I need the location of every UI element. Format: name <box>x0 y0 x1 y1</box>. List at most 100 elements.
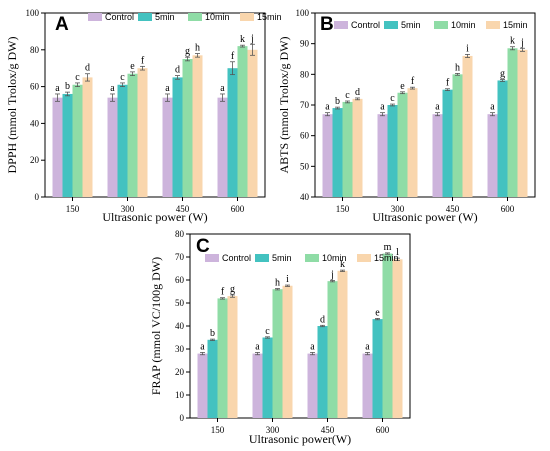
bar-15min <box>82 77 93 197</box>
legend-label: 5min <box>272 253 292 263</box>
bar-control <box>322 114 333 197</box>
y-tick-label: 0 <box>180 413 185 423</box>
significance-letter: g <box>230 284 235 295</box>
significance-letter: a <box>55 83 60 94</box>
y-tick-label: 90 <box>300 39 310 49</box>
significance-letter: b <box>335 96 340 107</box>
legend-label: 10min <box>205 12 230 22</box>
bar-control <box>307 353 318 418</box>
significance-letter: b <box>65 81 70 92</box>
bar-10min <box>272 289 283 418</box>
bar-15min <box>392 259 403 418</box>
y-tick-label: 50 <box>175 298 185 308</box>
bar-15min <box>462 55 473 197</box>
y-tick-label: 40 <box>300 192 310 202</box>
y-tick-label: 30 <box>175 344 185 354</box>
significance-letter: g <box>500 69 505 80</box>
bar-control <box>487 114 498 197</box>
x-tick-label: 600 <box>501 204 515 214</box>
legend-swatch <box>434 21 448 29</box>
y-tick-label: 100 <box>26 8 40 18</box>
legend-swatch <box>88 13 102 21</box>
y-tick-label: 20 <box>175 367 185 377</box>
significance-letter: k <box>510 36 515 47</box>
bar-control <box>162 97 173 197</box>
bar-control <box>377 114 388 197</box>
bar-15min <box>247 49 258 197</box>
significance-letter: g <box>185 46 190 57</box>
bar-10min <box>382 253 393 418</box>
bar-15min <box>227 296 238 418</box>
significance-letter: c <box>265 326 270 337</box>
x-axis-title: Ultrasonic power (W) <box>372 210 477 224</box>
legend-label: 10min <box>322 253 347 263</box>
x-tick-label: 600 <box>376 425 390 435</box>
significance-letter: f <box>141 55 145 66</box>
significance-letter: h <box>195 42 200 53</box>
significance-letter: f <box>446 78 450 89</box>
legend-label: 5min <box>401 20 421 30</box>
bar-control <box>432 114 443 197</box>
significance-letter: c <box>120 72 125 83</box>
significance-letter: b <box>210 328 215 339</box>
legend-swatch <box>240 13 254 21</box>
bar-5min <box>497 80 508 197</box>
significance-letter: a <box>380 102 385 113</box>
legend-label: Control <box>351 20 380 30</box>
bar-15min <box>337 270 348 418</box>
x-axis-title: Ultrasonic power (W) <box>102 210 207 224</box>
y-tick-label: 80 <box>300 69 310 79</box>
y-tick-label: 40 <box>30 118 40 128</box>
significance-letter: a <box>435 102 440 113</box>
y-tick-label: 0 <box>35 192 40 202</box>
significance-letter: c <box>75 72 80 83</box>
significance-letter: d <box>85 63 90 74</box>
x-tick-label: 150 <box>336 204 350 214</box>
significance-letter: a <box>255 341 260 352</box>
significance-letter: l <box>396 247 399 258</box>
bar-5min <box>227 68 238 197</box>
legend-swatch <box>486 21 500 29</box>
bar-10min <box>397 92 408 197</box>
bar-10min <box>217 298 228 418</box>
significance-letter: j <box>520 37 524 48</box>
bar-10min <box>72 84 83 197</box>
significance-letter: e <box>130 61 135 72</box>
x-tick-label: 450 <box>176 204 190 214</box>
bar-control <box>107 97 118 197</box>
panel-letter: B <box>320 14 334 35</box>
y-tick-label: 70 <box>175 252 185 262</box>
x-tick-label: 300 <box>391 204 405 214</box>
legend-label: 15min <box>374 253 399 263</box>
significance-letter: d <box>320 314 325 325</box>
y-tick-label: 60 <box>30 82 40 92</box>
bar-10min <box>182 59 193 197</box>
x-tick-label: 450 <box>321 425 335 435</box>
y-tick-label: 80 <box>30 45 40 55</box>
x-tick-label: 150 <box>211 425 225 435</box>
legend-label: 10min <box>451 20 476 30</box>
legend-swatch <box>357 254 371 262</box>
legend-swatch <box>205 254 219 262</box>
bar-control <box>217 97 228 197</box>
y-tick-label: 80 <box>175 229 185 239</box>
bar-5min <box>442 89 453 197</box>
significance-letter: a <box>325 102 330 113</box>
legend-swatch <box>334 21 348 29</box>
bar-15min <box>352 98 363 197</box>
x-tick-label: 600 <box>231 204 245 214</box>
plot-frame <box>44 12 266 198</box>
bar-5min <box>317 326 328 418</box>
bar-5min <box>372 319 383 418</box>
significance-letter: h <box>275 278 280 289</box>
bar-5min <box>117 84 128 197</box>
bar-control <box>52 97 63 197</box>
significance-letter: a <box>165 83 170 94</box>
bar-10min <box>327 281 338 418</box>
significance-letter: k <box>240 34 245 45</box>
significance-letter: i <box>286 274 289 285</box>
bar-10min <box>237 46 248 198</box>
